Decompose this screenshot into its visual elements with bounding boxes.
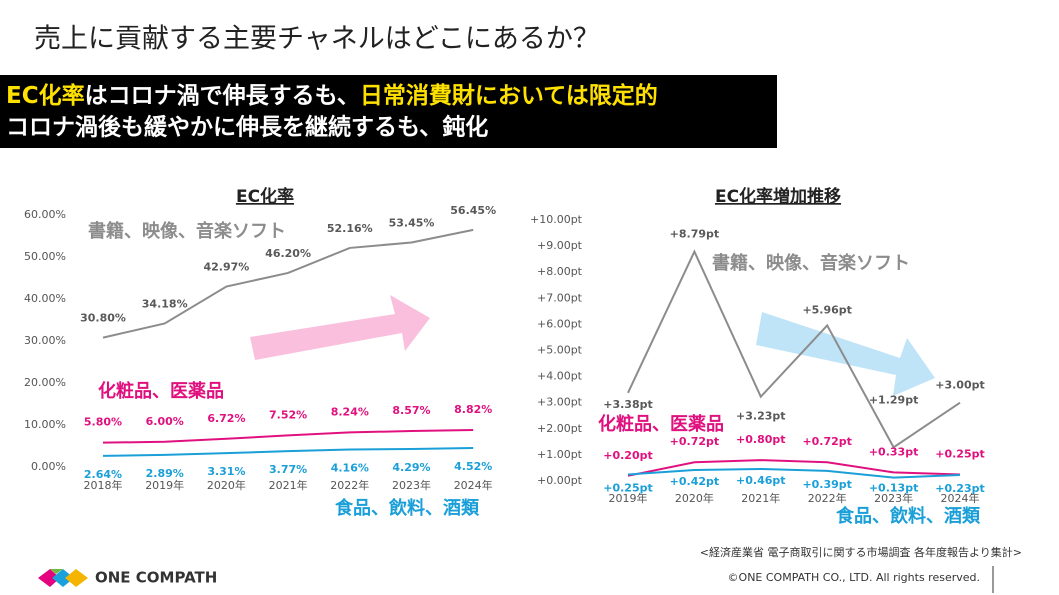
- data-label: 6.72%: [207, 412, 245, 425]
- data-label: 3.77%: [269, 463, 307, 476]
- copyright: ©ONE COMPATH CO., LTD. All rights reserv…: [728, 571, 980, 584]
- y-tick-label: 60.00%: [24, 208, 66, 221]
- series-line: [102, 428, 474, 444]
- y-tick-label: +2.00pt: [537, 422, 583, 435]
- x-tick-label: 2023年: [874, 491, 913, 505]
- data-label: 34.18%: [142, 297, 188, 310]
- x-tick-label: 2022年: [330, 478, 369, 492]
- data-label: +0.23pt: [935, 482, 985, 495]
- y-tick-label: 0.00%: [31, 460, 66, 473]
- data-label: +3.00pt: [935, 379, 985, 392]
- data-label: +3.38pt: [603, 398, 653, 411]
- x-tick-label: 2020年: [675, 491, 714, 505]
- data-label: +0.25pt: [935, 447, 985, 460]
- headline-line1: EC化率はコロナ渦で伸長するも、日常消費財においては限定的: [6, 82, 658, 109]
- x-tick-label: 2023年: [392, 478, 431, 492]
- headline-box: [0, 75, 777, 148]
- data-label: 2.89%: [146, 467, 184, 480]
- y-tick-label: +9.00pt: [537, 239, 583, 252]
- data-label: 4.16%: [331, 462, 369, 475]
- y-tick-label: 40.00%: [24, 292, 66, 305]
- data-label: 4.29%: [392, 461, 430, 474]
- data-label: 56.45%: [450, 204, 496, 217]
- x-tick-label: 2022年: [808, 491, 847, 505]
- series-name: 食品、飲料、酒類: [835, 505, 981, 527]
- y-tick-label: 10.00%: [24, 418, 66, 431]
- series-line: [102, 228, 474, 339]
- data-label: +0.72pt: [670, 435, 720, 448]
- data-label: 3.31%: [207, 465, 245, 478]
- chart-title: EC化率: [236, 186, 294, 207]
- data-label: +0.13pt: [869, 482, 919, 495]
- data-label: +5.96pt: [802, 303, 852, 316]
- logo-text: ONE COMPATH: [95, 569, 217, 587]
- chart-title: EC化率増加推移: [715, 186, 841, 207]
- x-tick-label: 2020年: [207, 478, 246, 492]
- data-label: 6.00%: [146, 415, 184, 428]
- y-tick-label: +6.00pt: [537, 317, 583, 330]
- data-label: +1.29pt: [869, 393, 919, 406]
- series-line: [627, 249, 961, 449]
- series-name: 食品、飲料、酒類: [334, 497, 480, 519]
- series-name: 化粧品、医薬品: [98, 380, 224, 402]
- y-tick-label: +1.00pt: [537, 448, 583, 461]
- data-label: 8.82%: [454, 403, 492, 416]
- series-line: [627, 459, 961, 477]
- y-tick-label: +3.00pt: [537, 396, 583, 409]
- headline-part: 日常消費財においては限定的: [360, 82, 658, 109]
- x-tick-label: 2021年: [741, 491, 780, 505]
- data-label: +0.25pt: [603, 481, 653, 494]
- data-label: 4.52%: [454, 460, 492, 473]
- data-label: 30.80%: [80, 312, 126, 325]
- series-line: [102, 447, 474, 457]
- data-label: +0.46pt: [736, 474, 786, 487]
- y-tick-label: 50.00%: [24, 250, 66, 263]
- data-label: +0.80pt: [736, 433, 786, 446]
- x-tick-label: 2019年: [609, 491, 648, 505]
- data-label: +0.20pt: [603, 449, 653, 462]
- data-label: 42.97%: [203, 261, 249, 274]
- data-label: 52.16%: [327, 222, 373, 235]
- data-label: +3.23pt: [736, 410, 786, 423]
- series-name: 書籍、映像、音楽ソフト: [712, 252, 910, 274]
- y-tick-label: 20.00%: [24, 376, 66, 389]
- data-label: +0.33pt: [869, 445, 919, 458]
- data-label: +0.72pt: [802, 435, 852, 448]
- data-label: 2.64%: [84, 468, 122, 481]
- trend-arrow: [756, 312, 935, 396]
- y-tick-label: +8.00pt: [537, 265, 583, 278]
- y-tick-label: +4.00pt: [537, 370, 583, 383]
- x-tick-label: 2024年: [454, 478, 493, 492]
- y-tick-label: +0.00pt: [537, 474, 583, 487]
- source-note: <経済産業省 電子商取引に関する市場調査 各年度報告より集計>: [700, 545, 1022, 559]
- data-label: 53.45%: [389, 217, 435, 230]
- data-label: 5.80%: [84, 416, 122, 429]
- data-label: 46.20%: [265, 247, 311, 260]
- data-label: 8.57%: [392, 404, 430, 417]
- headline-part: はコロナ渦で伸長するも、: [85, 83, 360, 109]
- y-tick-label: +10.00pt: [530, 213, 583, 226]
- logo-mark: [38, 569, 88, 587]
- headline-line2: コロナ渦後も緩やかに伸長を継続するも、鈍化: [6, 114, 488, 141]
- x-tick-label: 2024年: [941, 491, 980, 505]
- series-line: [627, 467, 961, 479]
- data-label: 7.52%: [269, 408, 307, 421]
- data-label: 8.24%: [331, 405, 369, 418]
- series-name: 書籍、映像、音楽ソフト: [88, 220, 286, 242]
- data-label: +0.39pt: [802, 478, 852, 491]
- x-tick-label: 2019年: [145, 478, 184, 492]
- y-tick-label: +5.00pt: [537, 344, 583, 357]
- y-tick-label: 30.00%: [24, 334, 66, 347]
- headline-part: EC化率: [6, 82, 85, 109]
- y-tick-label: +7.00pt: [537, 291, 583, 304]
- x-tick-label: 2021年: [269, 478, 308, 492]
- series-name: 化粧品、医薬品: [598, 413, 724, 435]
- data-label: +8.79pt: [670, 228, 720, 241]
- x-tick-label: 2018年: [84, 478, 123, 492]
- slide-title: 売上に貢献する主要チャネルはどこにあるか？: [34, 24, 600, 55]
- data-label: +0.42pt: [670, 475, 720, 488]
- trend-arrow: [250, 295, 430, 360]
